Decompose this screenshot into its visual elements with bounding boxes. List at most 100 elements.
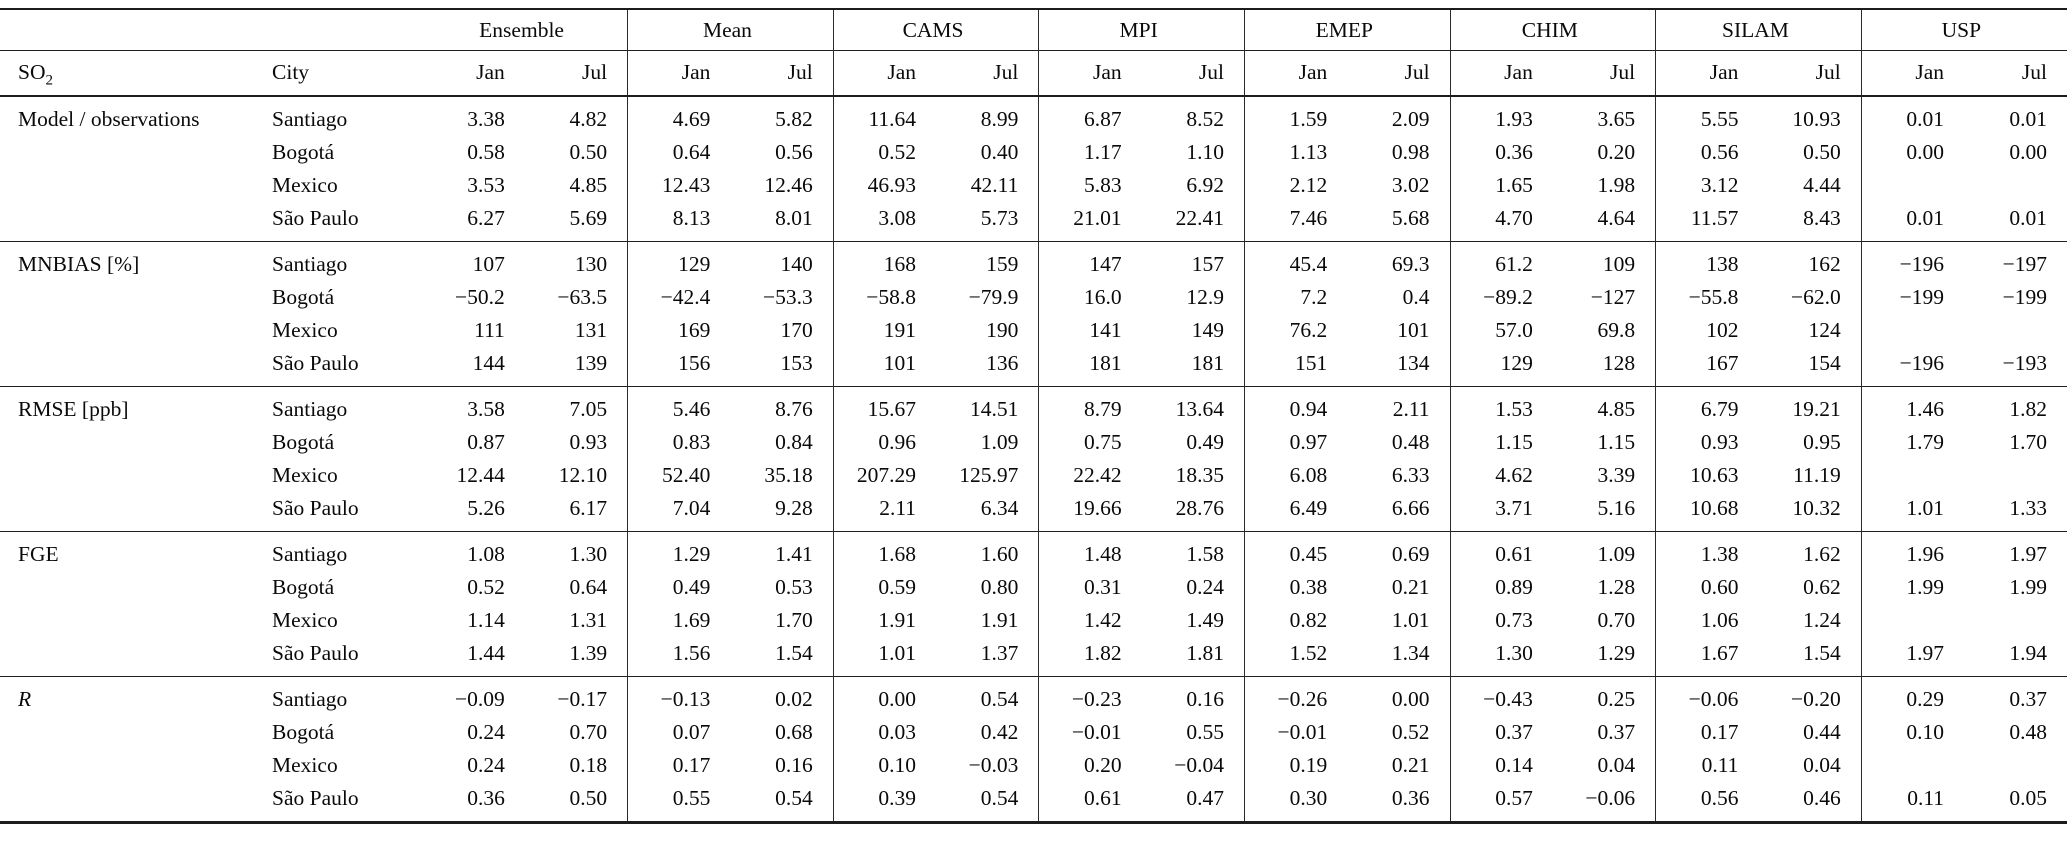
value-cell: 12.43 [627,169,731,202]
value-cell: 1.56 [627,637,731,677]
jan-header: Jan [1038,50,1142,96]
value-cell: 1.53 [1449,386,1553,426]
value-cell: 169 [627,314,731,347]
value-cell: −79.9 [968,285,1019,309]
value-cell: 111 [474,318,505,342]
value-cell: 1.31 [569,608,608,632]
value-cell: 4.44 [1803,173,1841,197]
group-header: Mean [627,9,834,51]
value-cell: 2.11 [1392,397,1430,421]
value-cell: 0.56 [1655,136,1759,169]
value-cell: 0.01 [2009,107,2047,131]
value-cell: 0.44 [1803,720,1841,744]
value-cell: 0.64 [627,136,731,169]
value-cell [1860,169,1965,202]
jul-header: Jul [787,60,813,84]
metric-label [0,716,270,749]
value-cell [1964,459,2067,492]
value-cell: 6.49 [1243,492,1348,532]
value-cell: 5.26 [467,496,505,520]
value-cell: 162 [1808,252,1841,276]
group-header: CHIM [1449,9,1656,51]
value-cell: 0.73 [1449,604,1553,637]
metric-header: SO2 [0,51,270,97]
value-cell: −0.17 [557,687,608,711]
value-cell: 1.44 [467,641,505,665]
value-cell: 5.83 [1038,169,1142,202]
value-cell: 1.99 [2009,575,2047,599]
value-cell: 0.61 [1038,782,1142,823]
value-cell: 0.20 [1038,749,1142,782]
value-cell [1964,749,2067,782]
value-cell: 181 [1191,351,1224,375]
value-cell: 0.37 [1597,720,1636,744]
value-cell: 2.12 [1243,169,1348,202]
city-cell: Santiago [272,252,348,276]
value-cell: 129 [1449,347,1553,387]
city-cell: Bogotá [272,720,335,744]
value-cell: 0.58 [467,140,505,164]
value-cell: 0.89 [1449,571,1553,604]
value-cell: 46.93 [832,169,937,202]
value-cell: 181 [1038,347,1142,387]
value-cell: 1.60 [980,542,1019,566]
jul-header: Jul [582,60,608,84]
value-cell: 6.33 [1391,463,1430,487]
value-cell: −55.8 [1655,281,1759,314]
value-cell: 0.36 [467,786,505,810]
value-cell: 3.39 [1597,463,1636,487]
value-cell: 0.93 [1655,426,1759,459]
value-cell: 1.29 [627,531,731,571]
value-cell: 5.69 [569,206,608,230]
value-cell: 144 [472,351,505,375]
value-cell: 2.09 [1391,107,1430,131]
value-cell: 0.20 [1597,140,1636,164]
value-cell: 1.82 [1038,637,1142,677]
value-cell: 19.21 [1792,397,1841,421]
value-cell: 8.52 [1186,107,1224,131]
value-cell: −0.06 [1655,676,1759,716]
value-cell [1964,169,2067,202]
value-cell: 140 [780,252,813,276]
metric-label [0,169,270,202]
value-cell: 0.36 [1449,136,1553,169]
city-cell: Santiago [272,687,348,711]
corner-spacer [0,9,422,51]
section-body: MNBIAS [%] Santiago 107 130 129 140 168 159 147 1… [0,241,2067,387]
value-cell: 190 [986,318,1019,342]
value-cell: 128 [1602,351,1636,375]
city-header: City [272,60,310,84]
jan-header: Jan [1449,50,1553,96]
jan-header: Jan [832,50,937,96]
value-cell: 5.73 [980,206,1019,230]
value-cell: 1.70 [775,608,813,632]
value-cell: 1.79 [1860,426,1965,459]
value-cell: 1.01 [832,637,937,677]
metric-label [0,459,270,492]
value-cell: 0.57 [1449,782,1553,823]
metric-label: FGE [18,542,59,566]
value-cell: 102 [1655,314,1759,347]
section-body: R Santiago −0.09 −0.17 −0.13 0.02 0.00 0.54 −0.2… [0,676,2067,823]
table-row: Mexico 3.53 4.85 12.43 12.46 46.93 42.11 5.83 6.… [0,169,2067,202]
value-cell: 16.0 [1038,281,1142,314]
value-cell: 10.68 [1655,492,1759,532]
value-cell: 0.14 [1449,749,1553,782]
value-cell: 0.42 [980,720,1019,744]
value-cell: 1.09 [1597,542,1636,566]
group-header: MPI [1038,9,1245,51]
value-cell: 13.64 [1175,397,1224,421]
value-cell: 3.08 [832,202,937,242]
value-cell: 0.45 [1243,531,1348,571]
value-cell: 12.46 [764,173,813,197]
value-cell: −196 [1860,241,1965,281]
value-cell: 0.00 [2009,140,2047,164]
city-cell: Mexico [272,318,338,342]
value-cell: 1.10 [1186,140,1224,164]
value-cell: 0.47 [1186,786,1224,810]
value-cell: −42.4 [627,281,731,314]
value-cell: 1.68 [832,531,937,571]
value-cell: 0.49 [627,571,731,604]
value-cell: 4.82 [569,107,608,131]
